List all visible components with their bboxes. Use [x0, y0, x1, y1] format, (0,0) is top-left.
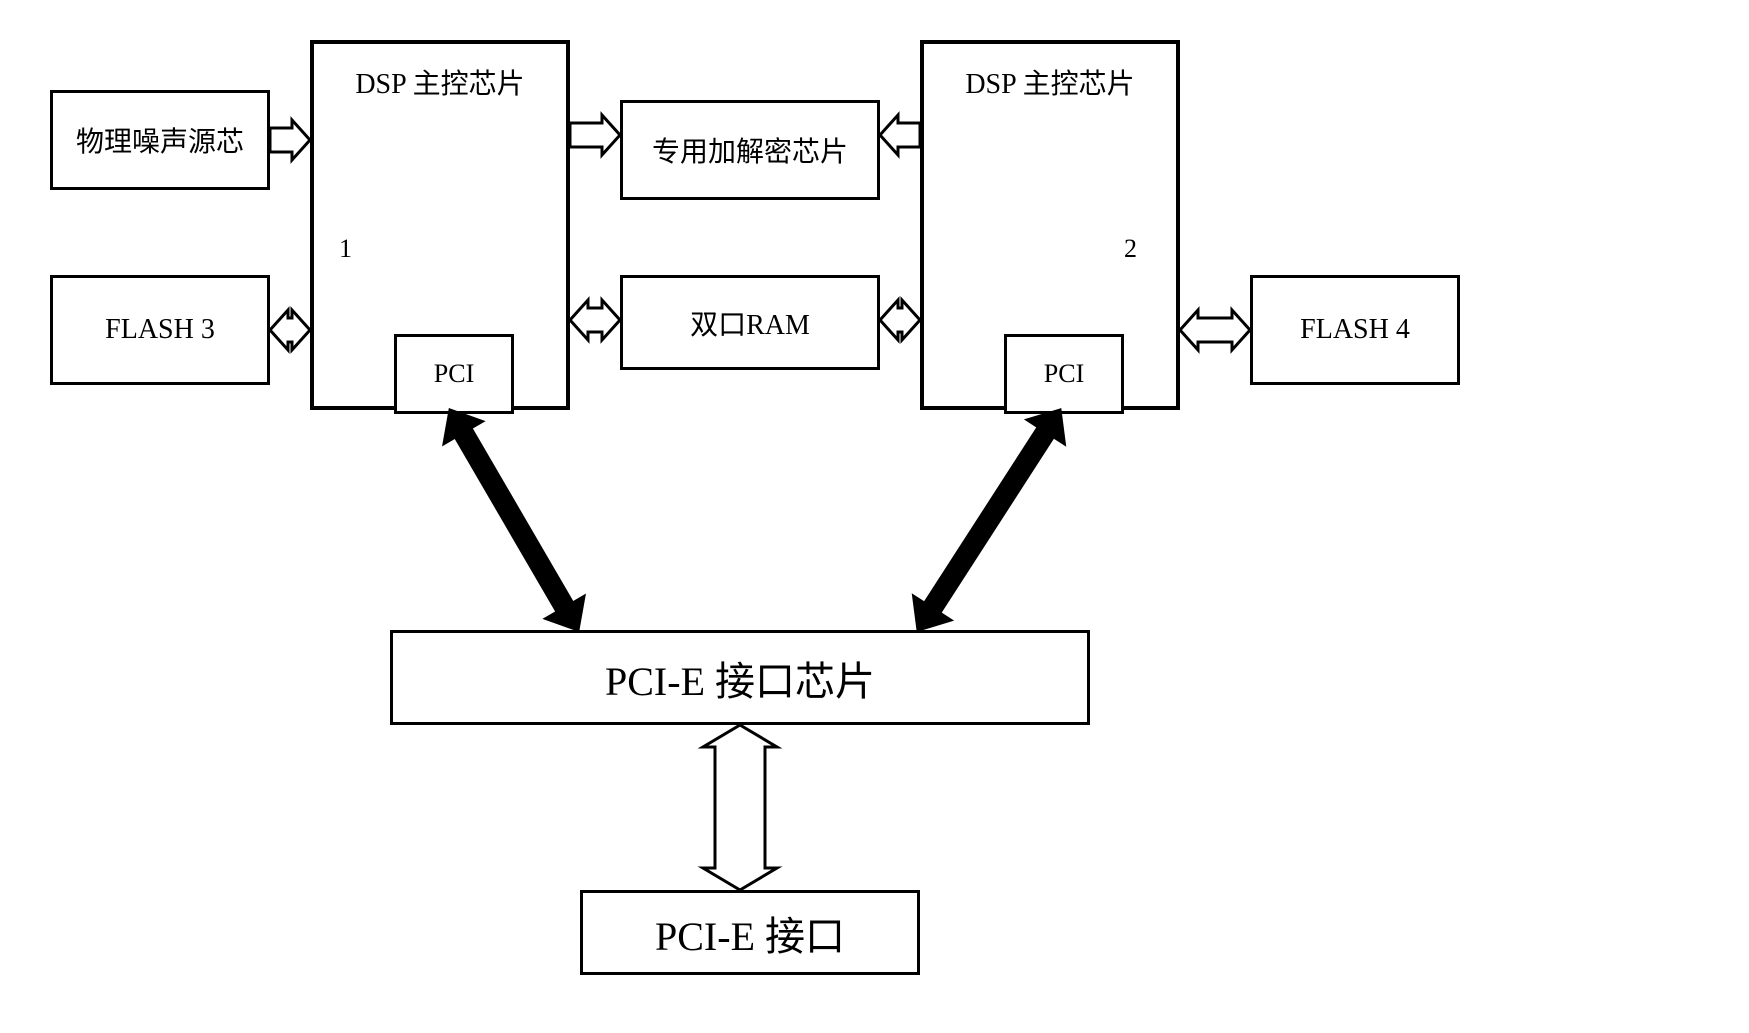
pcie_chip-label: PCI-E 接口芯片 [605, 649, 875, 707]
flash3-box: FLASH 3 [50, 275, 270, 385]
a-noise-dsp1 [270, 120, 310, 160]
a-flash3-dsp1 [270, 310, 310, 350]
pcie_chip-box: PCI-E 接口芯片 [390, 630, 1090, 725]
noise_src-box: 物理噪声源芯 [50, 90, 270, 190]
dsp2-title: DSP 主控芯片 [924, 62, 1176, 102]
a-dsp2-ram [880, 300, 920, 340]
pcie_if-box: PCI-E 接口 [580, 890, 920, 975]
dsp1-number: 1 [339, 234, 352, 264]
crypto-box: 专用加解密芯片 [620, 100, 880, 200]
ram-label: 双口RAM [690, 303, 810, 343]
a-dsp1-ram [570, 300, 620, 340]
flash3-label: FLASH 3 [105, 314, 215, 346]
a-dsp1-crypto [570, 115, 620, 155]
a-dsp2-crypto [880, 115, 920, 155]
dsp1-box: DSP 主控芯片1PCI [310, 40, 570, 410]
noise_src-label: 物理噪声源芯 [76, 120, 244, 160]
crypto-label: 专用加解密芯片 [652, 130, 848, 170]
dsp1-title: DSP 主控芯片 [314, 62, 566, 102]
pcie_if-label: PCI-E 接口 [655, 904, 845, 962]
ram-box: 双口RAM [620, 275, 880, 370]
a-dsp2-pcie [914, 410, 1065, 630]
arrows-layer [20, 20, 1749, 1013]
a-dsp2-flash4 [1180, 310, 1250, 350]
dsp2-number: 2 [1124, 234, 1137, 264]
flash4-label: FLASH 4 [1300, 314, 1410, 346]
dsp2-pci: PCI [1004, 334, 1124, 414]
a-pcie-chip-if [703, 725, 777, 890]
dsp2-box: DSP 主控芯片2PCI [920, 40, 1180, 410]
a-dsp1-pcie [444, 410, 584, 630]
flash4-box: FLASH 4 [1250, 275, 1460, 385]
dsp1-pci: PCI [394, 334, 514, 414]
